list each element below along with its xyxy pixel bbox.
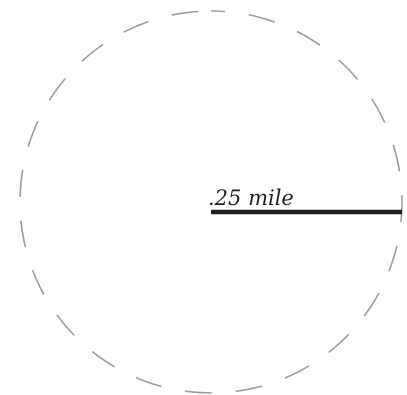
radius-label: .25 mile xyxy=(208,186,294,210)
quarter-mile-boundary-circle xyxy=(19,10,403,394)
